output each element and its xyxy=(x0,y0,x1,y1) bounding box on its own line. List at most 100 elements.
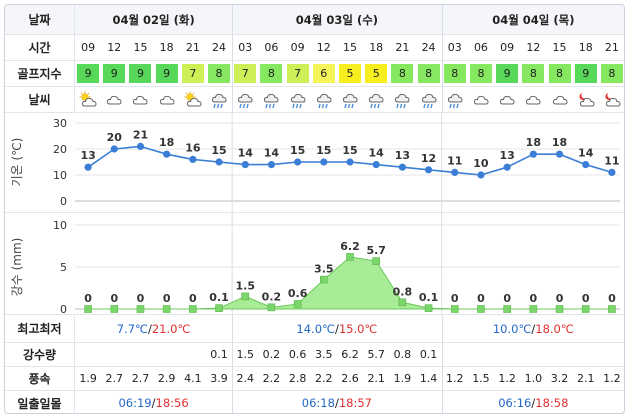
wind-cell: 2.1 xyxy=(367,372,385,385)
data-label: 0 xyxy=(582,292,590,305)
precip-point xyxy=(398,298,407,307)
data-label: 14 xyxy=(264,147,280,160)
data-label: 0.6 xyxy=(288,287,308,300)
y-tick-label: 20 xyxy=(53,143,67,156)
min-max-row: 최고최저 7.7℃/21.0℃ 14.0℃/15.0℃ 10.0℃/18.0℃ xyxy=(5,315,624,343)
wind-cell: 2.6 xyxy=(341,372,359,385)
data-label: 18 xyxy=(159,136,174,149)
precip-cell: 0.8 xyxy=(393,348,412,361)
day-separator xyxy=(232,61,234,86)
temperature-point xyxy=(346,158,354,166)
cloud-icon xyxy=(552,95,568,104)
wind-cell: 2.4 xyxy=(236,372,254,385)
data-label: 0 xyxy=(137,292,145,305)
data-label: 15 xyxy=(316,144,331,157)
temperature-chart: 30 20 10 0 기온 (℃) 13 20 21 18 16 15 14 14 15 15 15 14 13 1… xyxy=(10,113,620,213)
precip-point xyxy=(293,300,302,308)
day-separator xyxy=(232,35,234,60)
precip-cell xyxy=(127,343,153,366)
data-label: 18 xyxy=(526,136,541,149)
day-separator xyxy=(441,391,443,413)
day-separator xyxy=(441,315,443,342)
time-cell: 12 xyxy=(526,41,541,54)
day-min-max: 10.0℃/18.0℃ xyxy=(442,315,624,342)
cloud-icon xyxy=(107,95,122,104)
weather-cell xyxy=(337,87,363,112)
wind-cell: 1.4 xyxy=(419,372,438,385)
temp-separator: / xyxy=(334,321,339,336)
golf-score-badge: 5 xyxy=(338,64,361,83)
temperature-point xyxy=(215,158,223,166)
temperature-point xyxy=(163,150,171,158)
temperature-point xyxy=(241,161,249,169)
wind-cell: 3.2 xyxy=(550,372,569,385)
temperature-point xyxy=(555,150,564,158)
sunrise-time: 06:19 xyxy=(118,396,152,410)
data-label: 11 xyxy=(604,154,619,167)
golf-score-cell: 9 xyxy=(154,61,180,86)
wind-cell: 1.2 xyxy=(446,372,464,385)
time-cell: 15 xyxy=(552,41,567,54)
temperature-point xyxy=(503,163,511,171)
time-cell: 09 xyxy=(290,41,305,54)
weather-cell xyxy=(573,87,599,112)
moon-cloud-icon xyxy=(605,91,621,106)
min-temp: 14.0℃ xyxy=(296,321,335,336)
golf-score-badge: 8 xyxy=(417,64,440,83)
weather-cell xyxy=(180,87,206,112)
wind-cell: 2.7 xyxy=(105,372,124,385)
precip-cell xyxy=(494,343,520,366)
max-temp: 15.0℃ xyxy=(338,321,378,336)
golf-score-badge: 9 xyxy=(129,64,152,83)
rain-icon xyxy=(395,93,410,108)
wind-cell: 1.9 xyxy=(79,372,97,385)
wind-cell: 2.2 xyxy=(262,372,281,385)
temperature-point xyxy=(451,168,459,176)
day-separator xyxy=(232,315,234,342)
rain-icon xyxy=(316,93,332,108)
precip-cell xyxy=(546,343,572,366)
golf-score-cell: 9 xyxy=(494,61,520,86)
golf-score-cell: 8 xyxy=(415,61,441,86)
day-separator xyxy=(232,87,234,112)
weather-cell xyxy=(389,87,415,112)
precip-point xyxy=(372,257,380,265)
weather-cell xyxy=(494,87,520,112)
weather-cell xyxy=(154,87,180,112)
data-label: 0 xyxy=(189,292,197,305)
golf-score-cell: 6 xyxy=(311,61,337,86)
golf-score-cell: 9 xyxy=(101,61,127,86)
rain-icon xyxy=(264,93,279,108)
temperature-point xyxy=(424,166,433,174)
golf-score-cell: 5 xyxy=(337,61,363,86)
rain-icon xyxy=(421,93,437,108)
y-tick-label: 0 xyxy=(60,195,67,208)
day-min-max: 14.0℃/15.0℃ xyxy=(232,315,442,342)
precip-cell: 5.7 xyxy=(367,348,385,361)
day-header: 04월 03일 (수) xyxy=(295,12,379,27)
precip-cell xyxy=(101,343,127,366)
time-row: 시간 09 12 15 18 21 24 03 06 09 12 15 18 21 24 03 06 09 12 1… xyxy=(5,35,624,61)
golf-score-badge: 8 xyxy=(548,64,571,83)
precip-point xyxy=(503,305,511,313)
data-label: 15 xyxy=(211,144,226,157)
sun-label: 일출일몰 xyxy=(5,391,75,413)
golf-score-cell: 8 xyxy=(258,61,284,86)
time-cell: 24 xyxy=(212,41,227,54)
precip-area xyxy=(88,256,612,310)
precipitation-chart: 10 5 0 강수 (mm) 0 0 0 0 0 0.1 1.5 0.2 0.6 3.5 6.2 5.7 0.8… xyxy=(10,213,620,315)
precip-chart-row: 10 5 0 강수 (mm) 0 0 0 0 0 0.1 1.5 0.2 0.6 3.5 6.2 5.7 0.8… xyxy=(5,213,624,315)
precip-cell xyxy=(520,343,546,366)
y-tick-label: 5 xyxy=(60,261,67,274)
data-label: 20 xyxy=(107,131,123,144)
data-label: 15 xyxy=(342,144,357,157)
golf-score-badge: 8 xyxy=(260,64,283,83)
y-tick-label: 10 xyxy=(53,169,67,182)
sunrise-time: 06:18 xyxy=(301,396,335,410)
precip-cell: 0.1 xyxy=(419,348,438,361)
rain-icon xyxy=(369,93,384,108)
weather-cell xyxy=(127,87,153,112)
weather-cell xyxy=(285,87,311,112)
precip-point xyxy=(84,305,92,313)
